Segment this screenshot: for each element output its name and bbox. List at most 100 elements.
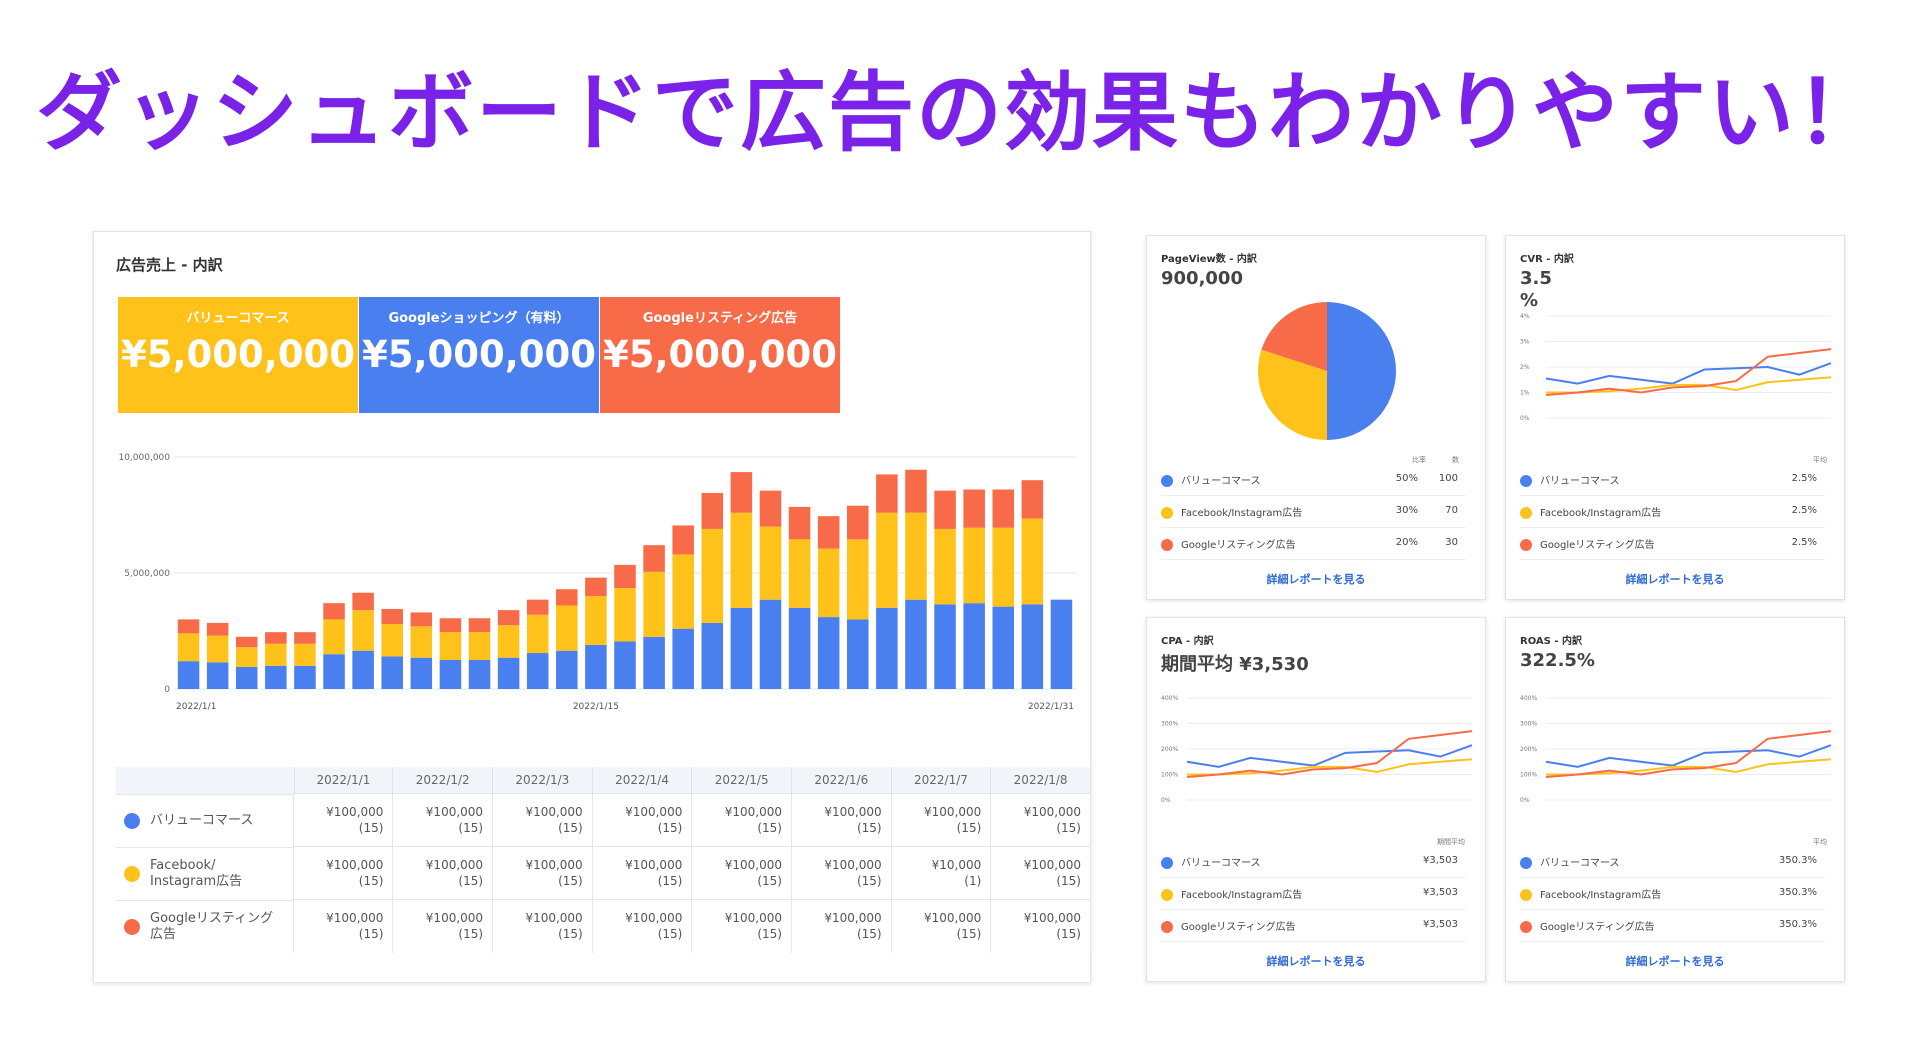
table-cell: ¥100,000 (15) <box>294 846 394 900</box>
bar-segment <box>265 632 287 644</box>
cell-count: (15) <box>358 821 384 835</box>
bar-segment <box>497 657 520 689</box>
table-cell: ¥100,000 (15) <box>990 899 1091 953</box>
bar-segment <box>643 571 665 637</box>
cell-amount: ¥100,000 <box>525 805 583 819</box>
detail-report-link[interactable]: 詳細レポートを見る <box>1625 573 1725 586</box>
bar-segment <box>235 636 258 648</box>
legend-label: Googleリスティング広告 <box>1181 922 1296 933</box>
legend-count: 30 <box>1445 537 1458 548</box>
kpi-label: Googleリスティング広告 <box>642 311 798 326</box>
row-name: Googleリスティング 広告 <box>150 910 274 942</box>
series-dot <box>1161 539 1173 551</box>
bar-segment <box>323 654 345 689</box>
pie-slice <box>1261 302 1327 371</box>
legend-row: バリューコマース ¥3,503 <box>1161 845 1466 878</box>
bar-segment <box>730 607 753 689</box>
sales-table: 2022/1/1 2022/1/2 2022/1/3 2022/1/4 2022/1/5… <box>116 767 1091 953</box>
table-cell: ¥100,000 (15) <box>891 899 992 953</box>
cell-amount: ¥100,000 <box>625 911 683 926</box>
card-value: 900,000 <box>1161 268 1243 289</box>
legend-label: Googleリスティング広告 <box>1540 922 1655 933</box>
cell-amount: ¥100,000 <box>1023 911 1081 926</box>
table-corner <box>116 767 295 794</box>
legend-value: ¥3,503 <box>1423 919 1458 930</box>
card-title: PageView数 - 内訳 <box>1161 254 1257 265</box>
card-title: ROAS - 内訳 <box>1520 636 1582 647</box>
col-head: 平均 <box>1813 456 1827 464</box>
pie-slice <box>1327 302 1396 440</box>
legend-value: 2.5% <box>1791 537 1817 548</box>
legend-name: Googleリスティング広告 <box>1520 918 1655 933</box>
bar-segment <box>235 666 258 689</box>
cell-count: (15) <box>358 927 384 942</box>
legend-value: 350.3% <box>1778 855 1817 866</box>
cell-count: (15) <box>558 874 583 888</box>
series-dot <box>124 812 140 829</box>
row-label: バリューコマース <box>116 793 294 847</box>
legend-value: 2.5% <box>1791 473 1817 484</box>
y-tick-label: 0% <box>1520 797 1530 804</box>
bar-segment <box>701 622 724 689</box>
table-cell: ¥100,000 (15) <box>492 899 593 953</box>
kpi-valuecommerce: バリューコマース ¥5,000,000 <box>118 297 358 413</box>
bar-segment <box>934 604 956 689</box>
legend-name: Googleリスティング広告 <box>1161 918 1296 933</box>
bar-segment <box>468 632 491 660</box>
table-date-header: 2022/1/6 <box>791 767 892 794</box>
bar-segment <box>672 525 694 555</box>
card-value: 期間平均 ¥3,530 <box>1161 654 1309 675</box>
roas-card: ROAS - 内訳 322.5% 0% 100% 200% 300% 400% 平均 バ… <box>1505 617 1845 982</box>
table-cell: ¥100,000 (15) <box>592 846 693 900</box>
col-head: 平均 <box>1813 838 1827 846</box>
row-label: Googleリスティング 広告 <box>116 899 294 953</box>
bar-segment <box>468 618 491 633</box>
cell-amount: ¥100,000 <box>425 911 484 926</box>
cell-amount: ¥100,000 <box>425 805 484 819</box>
bar-segment <box>963 603 985 689</box>
bar-segment <box>992 489 1015 528</box>
bar-segment <box>585 644 607 689</box>
legend-label: Facebook/Instagram広告 <box>1540 508 1662 519</box>
y-tick-label: 0% <box>1161 797 1171 804</box>
cell-count: (15) <box>1056 821 1081 835</box>
bar-segment <box>614 564 636 589</box>
pageview-card: PageView数 - 内訳 900,000 比率 数 バリューコマース 50% 1… <box>1146 235 1486 600</box>
series-line <box>1187 758 1473 776</box>
table-cell: ¥100,000 (15) <box>392 846 494 900</box>
series-line <box>1186 730 1473 779</box>
legend-label: バリューコマース <box>1181 858 1261 869</box>
page-headline: ダッシュボードで広告の効果もわかりやすい！ <box>36 63 1884 163</box>
bar-segment <box>817 617 840 689</box>
legend-label: バリューコマース <box>1540 858 1620 869</box>
series-dot <box>1520 507 1532 519</box>
table-date-header: 2022/1/2 <box>392 767 494 794</box>
kpi-google-listing: Googleリスティング広告 ¥5,000,000 <box>600 297 840 413</box>
stacked-bar-chart: 0 5,000,000 10,000,000 2022/1/1 2022/1/15 202… <box>118 453 1076 712</box>
series-dot <box>1520 539 1532 551</box>
bar-segment <box>934 490 956 529</box>
table-cell: ¥100,000 (15) <box>791 899 892 953</box>
cell-amount: ¥100,000 <box>724 911 782 926</box>
bar-segment <box>847 505 869 540</box>
y-tick-label: 5,000,000 <box>124 569 170 579</box>
legend-row: バリューコマース 2.5% <box>1520 463 1825 496</box>
cell-count: (15) <box>956 927 982 942</box>
legend-row: Googleリスティング広告 350.3% <box>1520 909 1825 942</box>
table-date-header: 2022/1/4 <box>592 767 693 794</box>
row-name: バリューコマース <box>150 812 254 828</box>
bar-segment <box>526 653 549 689</box>
bar-segment <box>468 660 491 689</box>
series-dot <box>1161 857 1173 869</box>
detail-report-link[interactable]: 詳細レポートを見る <box>1625 955 1725 968</box>
cell-count: (15) <box>458 874 484 888</box>
y-tick-label: 100% <box>1520 772 1537 779</box>
cell-count: (15) <box>458 927 484 942</box>
legend-row: Facebook/Instagram広告 30% 70 <box>1161 495 1466 528</box>
cell-count: (15) <box>856 927 882 942</box>
bar-segment <box>381 624 403 657</box>
detail-report-link[interactable]: 詳細レポートを見る <box>1266 955 1366 968</box>
detail-report-link[interactable]: 詳細レポートを見る <box>1266 573 1366 586</box>
table-cell: ¥100,000 (15) <box>791 846 892 900</box>
series-dot <box>1520 921 1532 933</box>
